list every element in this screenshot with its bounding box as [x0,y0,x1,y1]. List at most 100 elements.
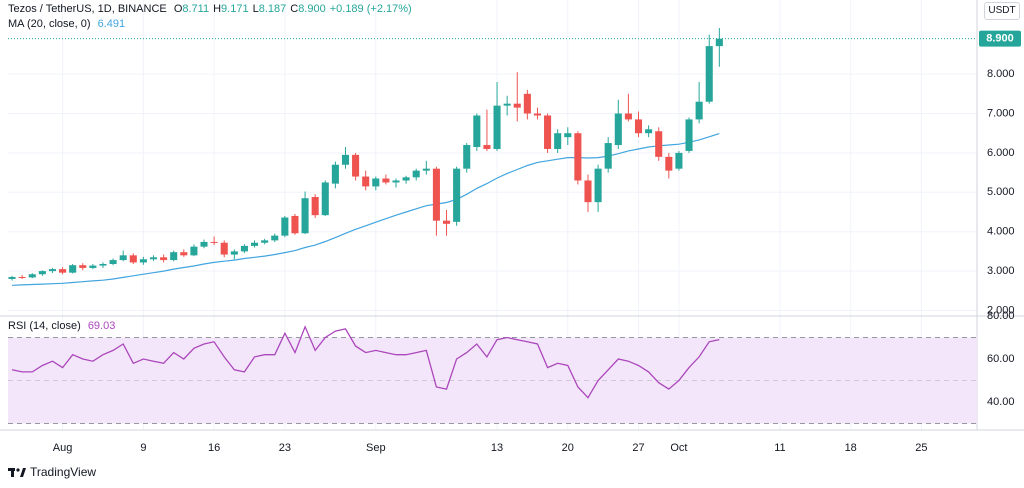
candle-body [119,255,127,261]
y-tick-label: 7.000 [987,107,1015,119]
ohlc-prefix: O [173,3,183,15]
symbol-title: Tezos / TetherUS, 1D, BINANCE [8,3,167,15]
ohlc-prefix: C [290,3,299,15]
ma-value: 6.491 [97,18,126,30]
candle-body [352,154,360,177]
candle-body [251,242,259,246]
candle-body [321,182,329,216]
x-tick-label: 9 [140,442,146,454]
candle-body [291,215,299,234]
candle-body [544,115,552,149]
ma-name: MA (20, close, 0) [8,18,91,30]
candle-body [230,251,238,255]
x-tick-label: 13 [491,442,503,454]
x-tick-label: Oct [670,442,687,454]
candle-body [463,145,471,169]
candle-body [301,198,309,234]
candle-body [685,119,693,151]
change: +0.189 (+2.17%) [329,3,412,15]
candle-body [645,129,653,134]
ohlc-prefix: L [252,3,259,15]
candle-body [392,180,400,183]
candle-body [99,264,107,266]
rsi-tick-label: 40.00 [987,396,1015,408]
candle-body [554,133,562,149]
last-price-box [979,30,1021,47]
candle-body [149,257,158,260]
brand: TradingView [8,465,96,479]
currency-box: USDT [984,2,1020,20]
ohlc-value: 8.711 [182,3,210,15]
rsi-name: RSI (14, close) [8,320,81,332]
candle-body [442,220,451,224]
candle-body [493,105,501,149]
candle-body [604,143,612,169]
candle-body [331,164,339,184]
candle-body [129,255,137,263]
candle-body [311,197,319,216]
candle-body [372,178,380,187]
candle-body [473,115,481,147]
candle-body [402,177,410,181]
candle-body [695,101,703,120]
candle-body [382,178,390,183]
x-tick-label: 18 [845,442,857,454]
y-tick-label: 2.000 [987,304,1015,316]
candle-body [89,265,97,268]
candle-body [655,131,663,157]
rsi-value: 69.03 [87,320,116,332]
candle-body [190,246,198,256]
ohlc-value: 8.187 [258,3,287,15]
rsi-legend: RSI (14, close) 69.03 [8,320,119,332]
x-tick-label: 25 [915,442,927,454]
y-tick-label: 5.000 [987,186,1015,198]
candle-body [614,113,622,146]
candle-body [624,113,632,120]
candle-body [170,252,178,261]
candle-body [483,145,491,149]
candle-body [271,235,279,241]
candle-body [200,241,208,247]
candle-body [412,170,420,178]
rsi-tick-label: 60.00 [987,353,1015,365]
x-tick-label: Sep [366,442,386,454]
x-tick-label: 16 [208,442,220,454]
header-row: Tezos / TetherUS, 1D, BINANCE O8.711 H9.1… [8,3,416,15]
candle-body [533,113,542,116]
candle-body [362,176,370,187]
candle-body [38,271,46,275]
candle-body [594,168,602,203]
rsi-line [11,325,720,399]
y-tick-label: 3.000 [987,265,1015,277]
candle-body [453,168,461,222]
candle-body [715,38,723,47]
candle-body [18,277,26,278]
candle-body [634,119,643,134]
candle-body [584,180,592,203]
candle-body [210,241,218,243]
candle-body [564,133,572,138]
candle-body [48,269,56,272]
candle-body [220,242,228,255]
candle-body [28,274,36,278]
candle-body [261,240,269,243]
last-price-label: 8.900 [986,33,1014,45]
y-tick-label: 6.000 [987,147,1015,159]
candle-body [665,156,673,171]
candle-body [523,93,531,114]
x-tick-label: 20 [562,442,574,454]
ma-legend: MA (20, close, 0) 6.491 [8,18,129,30]
candle-body [341,154,350,165]
ohlc-value: 9.171 [221,3,249,15]
candle-body [675,152,683,169]
candle-body [281,217,289,236]
ma-line [11,133,720,286]
x-tick-label: 11 [774,442,785,454]
x-tick-label: 27 [632,442,644,454]
candle-body [79,265,87,268]
x-tick-label: 23 [279,442,291,454]
y-tick-label: 8.000 [987,68,1015,80]
candle-body [240,245,248,252]
